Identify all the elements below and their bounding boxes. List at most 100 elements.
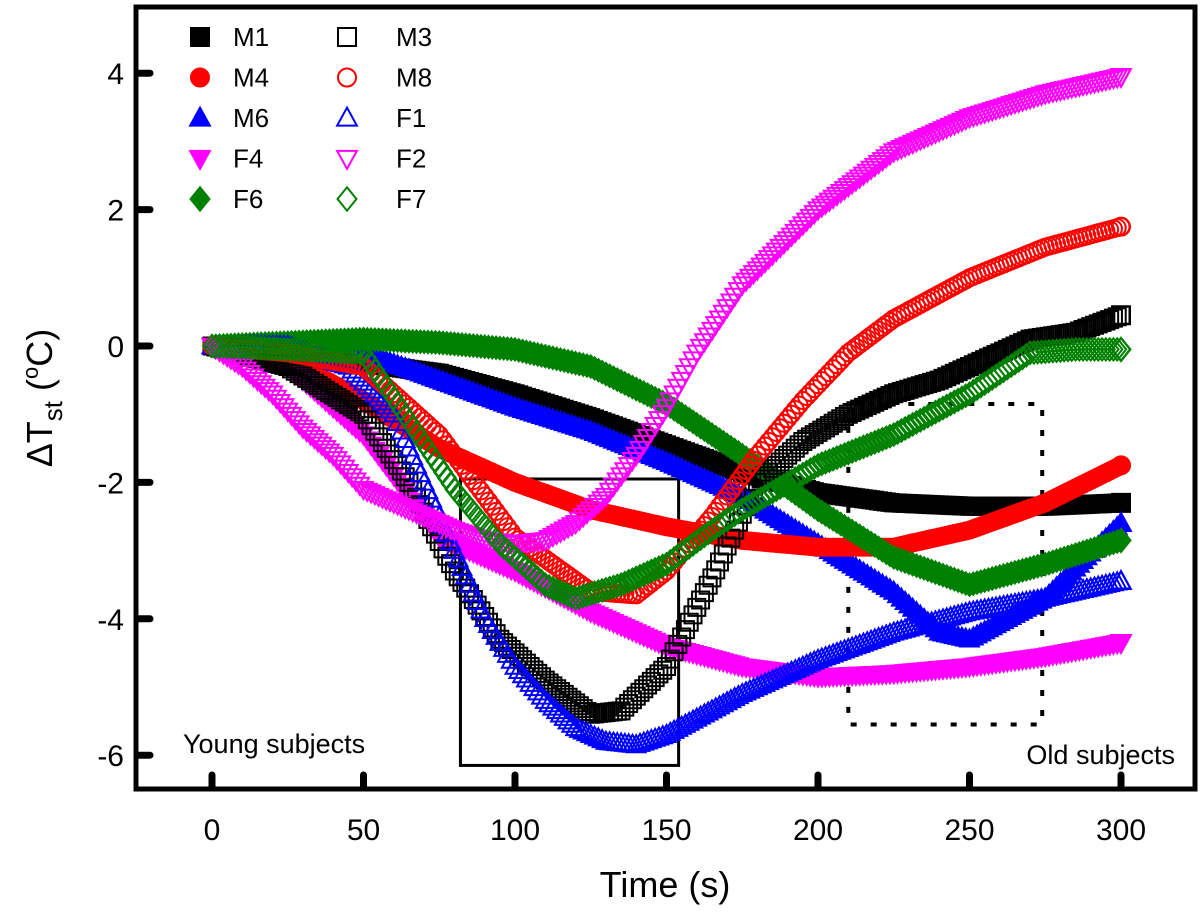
legend-item-f4: F4 (188, 144, 263, 174)
data-point-m3 (683, 605, 703, 625)
y-axis-title: ΔTst (oC) (18, 329, 68, 468)
data-point-f7 (614, 570, 636, 596)
series-f7 (201, 333, 1132, 611)
data-point-m3 (577, 701, 597, 721)
data-point-f7 (538, 573, 560, 600)
data-point-f7 (804, 454, 825, 481)
data-point-f1 (670, 714, 693, 735)
data-point-f7 (641, 558, 662, 584)
data-point-f1 (553, 705, 576, 726)
data-point-f1 (719, 688, 742, 709)
data-point-f2 (250, 375, 273, 396)
data-point-f7 (557, 582, 579, 608)
legend-label-m3: M3 (396, 22, 432, 52)
data-point-f7 (830, 443, 851, 469)
data-point-m3 (550, 682, 570, 702)
data-point-f1 (511, 663, 534, 684)
series-m3 (202, 305, 1131, 724)
data-point-f1 (541, 695, 564, 716)
data-point-m3 (547, 679, 567, 699)
data-point-f7 (875, 425, 897, 451)
data-point-f1 (545, 699, 568, 720)
data-point-f1 (549, 702, 572, 723)
end-marker-m3 (1111, 305, 1131, 326)
legend-item-f6: F6 (189, 184, 263, 214)
data-point-m3 (558, 687, 578, 707)
data-point-f7 (913, 405, 935, 431)
data-point-f2 (837, 178, 860, 199)
axis-ticks: 0 50 100 150 200 250 300 -6 -4 -2 0 2 4 (97, 58, 1146, 847)
data-point-f7 (819, 448, 840, 474)
data-point-f2 (803, 205, 826, 226)
end-marker-m4 (1111, 455, 1131, 476)
legend-item-m6: M6 (188, 103, 269, 133)
old-subjects-label: Old subjects (1026, 740, 1175, 770)
data-point-f7 (898, 413, 920, 440)
data-point-m3 (335, 392, 355, 412)
data-point-m3 (441, 554, 461, 574)
x-axis-title: Time (s) (600, 864, 731, 905)
x-tick-label: 200 (793, 814, 843, 847)
data-point-f2 (825, 186, 848, 207)
data-point-f2 (575, 504, 599, 525)
data-point-m3 (706, 560, 726, 580)
data-point-f7 (629, 563, 651, 589)
data-point-f7 (947, 387, 969, 413)
data-point-m3 (668, 634, 688, 654)
data-point-f7 (902, 411, 923, 438)
y-tick-label: -2 (97, 467, 124, 500)
data-point-m3 (399, 472, 419, 492)
data-point-f7 (925, 399, 946, 425)
data-point-m3 (289, 364, 309, 384)
data-point-f2 (734, 272, 758, 293)
data-point-m3 (293, 366, 313, 386)
legend-label-m6: M6 (233, 103, 269, 133)
y-axis-subscript: st (38, 400, 68, 421)
y-tick-label: 0 (107, 331, 124, 364)
data-point-m3 (1103, 308, 1123, 328)
data-point-m3 (698, 575, 718, 595)
data-point-f7 (944, 389, 965, 415)
data-point-f2 (875, 149, 898, 170)
data-point-f2 (761, 246, 784, 267)
data-point-f1 (522, 676, 545, 697)
data-point-f2 (560, 517, 583, 538)
data-point-f1 (712, 692, 735, 713)
data-point-f7 (857, 432, 878, 459)
data-point-m3 (323, 385, 343, 405)
data-point-f7 (932, 395, 954, 421)
data-point-f2 (303, 429, 326, 450)
data-point-f2 (238, 365, 261, 386)
legend-marker-m6 (188, 105, 212, 127)
data-point-f7 (815, 449, 836, 475)
data-point-f2 (852, 166, 875, 187)
data-point-f2 (863, 157, 886, 178)
legend-item-f2: F2 (335, 144, 426, 174)
data-point-f2 (307, 433, 330, 454)
data-point-f1 (530, 684, 553, 705)
data-point-f7 (550, 578, 571, 605)
data-point-f7 (607, 573, 628, 599)
data-point-f2 (579, 501, 602, 522)
x-tick-label: 0 (204, 814, 221, 847)
end-marker-m1 (1111, 492, 1131, 513)
data-point-f7 (622, 566, 643, 593)
end-marker-f6 (1110, 527, 1132, 554)
data-point-f2 (314, 440, 337, 461)
data-point-f2 (564, 515, 587, 536)
data-point-f2 (757, 250, 780, 271)
data-point-f2 (818, 192, 841, 213)
data-point-f7 (868, 428, 889, 454)
data-point-m3 (331, 390, 351, 410)
data-point-f7 (610, 572, 632, 598)
data-point-f7 (826, 445, 848, 471)
data-point-f1 (723, 686, 746, 707)
data-point-f7 (879, 423, 901, 449)
data-point-f1 (666, 716, 689, 737)
data-point-f2 (833, 181, 856, 202)
young-subjects-label: Young subjects (183, 729, 365, 759)
data-point-f7 (872, 426, 893, 452)
legend-marker-f2 (335, 149, 359, 171)
y-tick-label: -6 (97, 740, 124, 773)
